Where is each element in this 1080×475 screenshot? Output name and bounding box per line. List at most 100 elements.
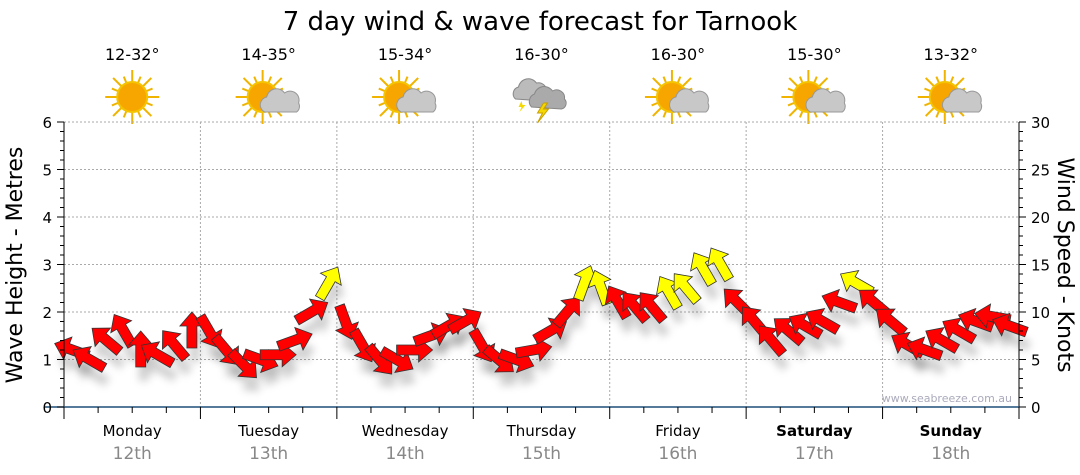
date-label: 15th <box>522 444 561 464</box>
date-label: 12th <box>113 444 152 464</box>
arrow-shadow <box>928 341 963 368</box>
date-label: 13th <box>249 444 288 464</box>
sun-ray <box>112 106 123 117</box>
wind-arrow <box>906 336 944 362</box>
wind-arrows <box>54 247 1029 379</box>
sun-ray <box>137 110 142 118</box>
arrow-shadow <box>995 327 1032 351</box>
sun-ray <box>242 106 253 117</box>
sun-ray <box>378 101 386 107</box>
sun-ray <box>787 101 795 107</box>
arrow-shadow <box>762 339 790 371</box>
sun-ray <box>111 101 119 107</box>
wind-arrow <box>91 327 124 356</box>
wind-arrow <box>314 266 342 302</box>
sun-ray <box>935 76 940 84</box>
temperature-range: 12-32° <box>105 45 160 64</box>
sun-ray <box>403 76 409 84</box>
wind-arrow <box>707 247 734 283</box>
day-label: Wednesday <box>362 422 449 440</box>
partly-cloudy-icon <box>372 70 437 124</box>
arrow-shadow <box>625 306 654 338</box>
sun-ray <box>924 101 932 107</box>
cloud <box>805 88 846 113</box>
y-right-tick-label: 20 <box>1031 209 1050 227</box>
day-label: Sunday <box>920 422 983 440</box>
daily-weather-header: 12-32° 14-35° 15-34° 16-30° 16-30° 15-30° 13-3… <box>105 45 983 124</box>
y-right-tick-label: 10 <box>1031 304 1050 322</box>
wind-arrow <box>293 298 329 326</box>
sun-ray <box>787 87 795 93</box>
arrow-shadow <box>945 332 980 358</box>
cloud <box>528 86 567 110</box>
chart-title: 7 day wind & wave forecast for Tarnook <box>283 7 798 37</box>
sun-ray <box>651 87 659 93</box>
date-label: 16th <box>658 444 697 464</box>
sun-ray <box>799 110 804 118</box>
sun-ray <box>813 76 818 84</box>
arrow-shadow <box>399 352 436 376</box>
sun-ray <box>662 110 668 118</box>
sun-ray <box>378 87 386 93</box>
sun-ray <box>389 76 395 84</box>
sun-ray <box>145 101 153 107</box>
thunderstorm-icon <box>512 78 567 124</box>
partly-cloudy-icon <box>235 70 300 124</box>
sun-ray <box>924 77 935 88</box>
y-left-tick-label: 6 <box>42 114 52 132</box>
sun-ray <box>788 106 799 117</box>
wind-arrow <box>334 303 360 340</box>
date-label: 18th <box>931 444 970 464</box>
partly-cloudy-icon <box>644 70 710 124</box>
sun-ray <box>379 106 390 117</box>
sunny-icon <box>105 70 160 124</box>
y-left-tick-label: 2 <box>42 304 52 322</box>
date-label: 17th <box>795 444 834 464</box>
sun-ray <box>137 76 142 84</box>
wind-arrow <box>162 330 191 363</box>
arrow-shadow <box>677 287 705 319</box>
sun-ray <box>924 106 935 117</box>
wind-arrow <box>805 308 841 335</box>
day-label: Monday <box>103 422 162 440</box>
y-left-tick-label: 3 <box>42 257 52 275</box>
wind-arrow <box>110 314 138 349</box>
temperature-range: 13-32° <box>924 45 979 64</box>
sun-ray <box>949 76 955 84</box>
sun-ray <box>651 101 659 107</box>
temperature-range: 15-34° <box>378 45 433 64</box>
sun-ray <box>272 77 283 88</box>
arrow-shadow <box>263 356 300 381</box>
wind-arrow <box>140 341 176 369</box>
cloud <box>941 88 983 113</box>
day-label: Tuesday <box>237 422 299 440</box>
sun-ray <box>676 76 682 84</box>
wind-arrow <box>446 308 482 335</box>
wind-arrow <box>821 288 859 314</box>
sun-ray <box>954 77 965 88</box>
sun-ray <box>111 87 119 93</box>
sun-ray <box>241 101 250 107</box>
arrow-shadow <box>485 358 517 386</box>
arrow-shadow <box>433 327 468 354</box>
sun-ray <box>241 87 250 93</box>
wind-arrow <box>276 326 313 352</box>
sun-ray <box>818 77 829 88</box>
y-left-tick-label: 1 <box>42 352 52 370</box>
temperature-range: 16-30° <box>651 45 706 64</box>
lightning <box>536 102 550 124</box>
wind-arrow <box>72 346 108 373</box>
sun-ray <box>145 87 153 93</box>
temperature-range: 16-30° <box>514 45 569 64</box>
y-right-tick-label: 25 <box>1031 162 1050 180</box>
arrow-shadow <box>825 303 861 328</box>
sun-ray <box>924 87 932 93</box>
sun-ray <box>408 77 419 88</box>
sun-ray <box>142 77 153 88</box>
wind-arrow <box>639 292 668 325</box>
date-label: 14th <box>386 444 425 464</box>
y-right-tick-label: 15 <box>1031 257 1050 275</box>
sun <box>116 81 149 113</box>
wind-arrow <box>551 296 580 329</box>
wind-arrow <box>673 273 702 306</box>
